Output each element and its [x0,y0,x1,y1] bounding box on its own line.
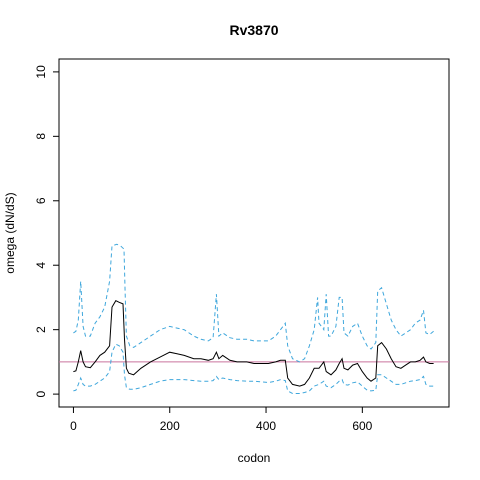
chart-title: Rv3870 [229,22,278,38]
upper-bound-line [73,243,434,363]
y-tick-label: 4 [34,262,48,269]
y-tick-label: 8 [34,133,48,140]
y-tick-label: 0 [34,390,48,397]
x-axis: 0 200 400 600 [70,406,373,433]
x-axis-label: codon [238,451,271,465]
y-tick-label: 6 [34,197,48,204]
y-tick-label: 10 [34,65,48,79]
x-tick-label: 0 [70,419,77,433]
y-axis-label: omega (dN/dS) [3,192,17,273]
omega-estimate-line [73,300,434,387]
y-tick-label: 2 [34,326,48,333]
x-tick-label: 200 [160,419,180,433]
x-tick-label: 400 [256,419,276,433]
plot-frame [58,58,450,408]
y-axis: 0 2 4 6 8 10 [34,65,60,397]
lower-bound-line [73,343,434,394]
x-tick-label: 600 [352,419,372,433]
